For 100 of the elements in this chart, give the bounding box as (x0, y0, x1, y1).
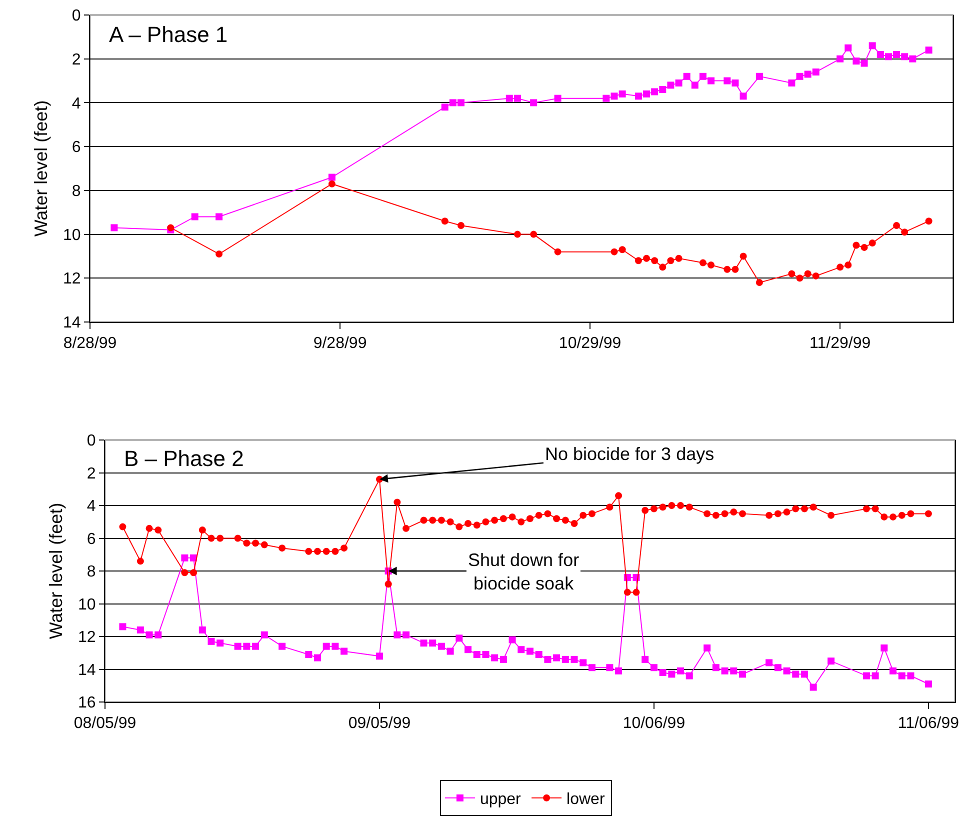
point (724, 77, 731, 84)
point (216, 213, 223, 220)
y-tick-label: 10 (63, 226, 81, 244)
point (860, 244, 868, 251)
y-tick-label: 14 (78, 662, 96, 679)
point (868, 42, 876, 50)
point (788, 270, 796, 278)
point (796, 274, 804, 282)
point (651, 257, 658, 264)
point (925, 46, 932, 54)
point (925, 218, 932, 225)
point (852, 242, 860, 249)
y-tick-label: 2 (86, 465, 96, 482)
y-tick-label: 4 (86, 498, 96, 516)
legend-label: lower (566, 791, 606, 808)
point (602, 94, 610, 102)
x-tick-label: 8/28/99 (63, 335, 117, 352)
point (191, 213, 198, 220)
point (554, 248, 562, 256)
x-tick-label: 09/05/99 (348, 715, 411, 732)
chart-title: A – Phase 1 (109, 22, 228, 47)
point (610, 248, 618, 256)
point (740, 252, 747, 260)
chart-title: B – Phase 2 (124, 446, 244, 471)
y-tick-label: 8 (86, 564, 96, 581)
point (804, 70, 812, 78)
point (796, 72, 804, 80)
y-tick-label: 14 (63, 314, 81, 332)
point (804, 270, 812, 278)
point (110, 224, 118, 232)
point (328, 180, 336, 188)
point (634, 92, 642, 100)
point (514, 94, 521, 102)
point (216, 250, 223, 258)
point (836, 264, 844, 271)
point (699, 259, 706, 266)
point (732, 79, 739, 86)
point (812, 68, 820, 76)
point (788, 79, 796, 86)
point (893, 50, 900, 58)
point (901, 53, 908, 60)
y-tick-label: 12 (63, 270, 81, 288)
point (675, 254, 682, 262)
point (683, 72, 690, 80)
y-tick-label: 6 (86, 530, 96, 548)
point (643, 90, 650, 98)
point (756, 72, 763, 80)
point (909, 55, 916, 62)
x-tick-label: 10/29/99 (558, 335, 622, 352)
point (659, 264, 666, 271)
point (514, 230, 521, 238)
x-tick-label: 9/28/99 (313, 335, 367, 352)
y-axis-title: Water level (feet) (46, 502, 66, 640)
point (634, 257, 642, 264)
y-tick-label: 4 (72, 95, 81, 112)
point (724, 266, 731, 273)
annotation: No biocide for 3 days (545, 444, 714, 464)
point (530, 99, 538, 106)
y-tick-label: 12 (78, 629, 96, 646)
x-tick-label: 08/05/99 (74, 715, 136, 732)
point (458, 222, 465, 230)
y-tick-label: 2 (72, 51, 81, 68)
point (643, 254, 650, 262)
y-tick-label: 10 (78, 596, 96, 614)
point (554, 94, 562, 102)
point (732, 266, 739, 273)
point (667, 82, 674, 89)
point (441, 104, 448, 111)
y-tick-label: 8 (72, 183, 81, 200)
point (708, 77, 715, 84)
point (610, 92, 618, 100)
point (901, 228, 908, 236)
point (659, 86, 666, 94)
point (812, 272, 820, 280)
point (458, 99, 465, 106)
point (756, 279, 763, 286)
annotation: Shut down for biocide soak (468, 550, 580, 594)
point (618, 246, 626, 254)
point (328, 174, 336, 181)
point (506, 94, 513, 102)
point (675, 79, 682, 86)
point (441, 218, 448, 225)
point (893, 222, 900, 230)
y-axis-title: Water level (feet) (31, 100, 52, 237)
point (844, 44, 852, 52)
legend-label: upper (480, 791, 522, 808)
y-tick-label: 0 (72, 8, 81, 25)
point (691, 82, 698, 89)
point (852, 58, 860, 65)
point (860, 60, 868, 67)
y-tick-label: 16 (78, 694, 96, 712)
point (667, 257, 674, 264)
point (651, 88, 658, 96)
x-tick-label: 10/06/99 (622, 715, 686, 732)
y-tick-label: 6 (72, 139, 81, 156)
point (618, 90, 626, 98)
point (449, 99, 456, 106)
point (876, 50, 884, 58)
point (836, 55, 844, 62)
y-tick-label: 0 (86, 432, 96, 450)
